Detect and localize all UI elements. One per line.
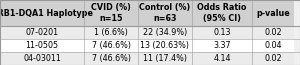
Bar (138, 52, 192, 65)
Bar (138, 0, 192, 26)
Bar (84, 52, 138, 65)
Text: 0.02: 0.02 (264, 28, 282, 37)
Text: CVID (%)
n=15: CVID (%) n=15 (91, 3, 131, 23)
Text: 11 (17.4%): 11 (17.4%) (143, 54, 187, 63)
Text: 07-0201: 07-0201 (26, 28, 58, 37)
Text: 0.04: 0.04 (264, 41, 282, 50)
Text: 7 (46.6%): 7 (46.6%) (92, 41, 130, 50)
Bar (84, 26, 138, 39)
Text: 13 (20.63%): 13 (20.63%) (140, 41, 190, 50)
Bar (252, 39, 294, 52)
Text: 7 (46.6%): 7 (46.6%) (92, 54, 130, 63)
Text: 0.02: 0.02 (264, 54, 282, 63)
Text: DRB1-DQA1 Haplotype: DRB1-DQA1 Haplotype (0, 9, 93, 17)
Text: Odds Ratio
(95% CI): Odds Ratio (95% CI) (197, 3, 247, 23)
Bar (252, 52, 294, 65)
Bar (138, 26, 192, 39)
Text: Control (%)
n=63: Control (%) n=63 (140, 3, 190, 23)
Bar (138, 39, 192, 52)
Bar (192, 52, 252, 65)
Bar (252, 0, 294, 26)
Bar (84, 39, 138, 52)
Text: 3.37: 3.37 (213, 41, 231, 50)
Text: p-value: p-value (256, 9, 290, 17)
Text: 11-0505: 11-0505 (26, 41, 58, 50)
Bar (192, 39, 252, 52)
Bar (252, 26, 294, 39)
Bar (0, 39, 84, 52)
Text: 0.13: 0.13 (213, 28, 231, 37)
Bar (0, 52, 84, 65)
Text: 4.14: 4.14 (213, 54, 231, 63)
Text: 04-03011: 04-03011 (23, 54, 61, 63)
Bar (192, 26, 252, 39)
Bar (84, 0, 138, 26)
Bar (0, 26, 84, 39)
Bar (0, 0, 84, 26)
Text: 1 (6.6%): 1 (6.6%) (94, 28, 128, 37)
Bar (192, 0, 252, 26)
Text: 22 (34.9%): 22 (34.9%) (143, 28, 187, 37)
